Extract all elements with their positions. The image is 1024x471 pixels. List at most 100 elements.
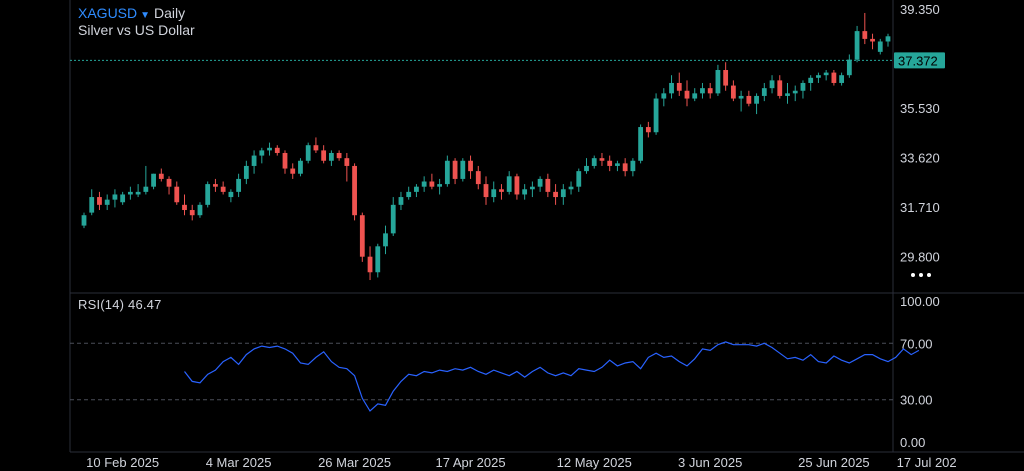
candle-body bbox=[854, 31, 860, 60]
candle-body bbox=[622, 163, 628, 172]
candle-body bbox=[862, 31, 868, 39]
candle-body bbox=[321, 150, 327, 161]
candle-body bbox=[182, 204, 187, 211]
candle-body bbox=[468, 160, 473, 172]
last-price-badge bbox=[894, 52, 945, 69]
candle-body bbox=[251, 155, 257, 166]
candle-body bbox=[568, 186, 574, 190]
candle-body bbox=[707, 88, 713, 94]
candle-body bbox=[151, 173, 156, 187]
time-tick-label: 26 Mar 2025 bbox=[318, 455, 391, 470]
candle-body bbox=[877, 41, 883, 52]
candle-body bbox=[135, 191, 141, 195]
timeframe-label[interactable]: Daily bbox=[154, 5, 186, 21]
candle-body bbox=[282, 152, 288, 169]
time-tick-label: 12 May 2025 bbox=[557, 455, 632, 470]
rsi-title: RSI(14) bbox=[78, 297, 125, 312]
candle-body bbox=[189, 210, 195, 216]
candle-body bbox=[808, 77, 814, 83]
dot bbox=[919, 273, 923, 277]
time-tick-label: 25 Jun 2025 bbox=[798, 455, 870, 470]
rsi-tick-label: 100.00 bbox=[900, 294, 940, 309]
price-tick-label: 29.800 bbox=[900, 250, 940, 265]
candle-body bbox=[785, 93, 790, 96]
candle-body bbox=[143, 186, 149, 192]
time-tick-label: 3 Jun 2025 bbox=[678, 455, 742, 470]
candle-body bbox=[723, 70, 729, 86]
candle-body bbox=[259, 150, 265, 156]
candle-body bbox=[298, 160, 303, 174]
candle-body bbox=[174, 186, 180, 203]
time-tick-label: 10 Feb 2025 bbox=[86, 455, 159, 470]
rsi-line bbox=[184, 341, 920, 412]
candle-body bbox=[112, 194, 118, 200]
candle-body bbox=[290, 168, 296, 174]
price-tick-label: 33.620 bbox=[900, 151, 940, 166]
candle-body bbox=[429, 181, 435, 187]
candle-body bbox=[545, 178, 551, 192]
candle-body bbox=[213, 184, 218, 187]
candle-body bbox=[792, 90, 798, 94]
candle-body bbox=[127, 191, 133, 195]
candle-body bbox=[831, 72, 837, 83]
candle-body bbox=[89, 197, 95, 213]
time-tick-label: 4 Mar 2025 bbox=[206, 455, 272, 470]
candle-body bbox=[81, 215, 87, 226]
dot bbox=[911, 273, 915, 277]
candle-body bbox=[120, 194, 126, 203]
candle-body bbox=[313, 145, 319, 151]
candle-body bbox=[715, 70, 721, 94]
candle-body bbox=[576, 171, 582, 187]
candle-body bbox=[630, 160, 636, 172]
candle-body bbox=[383, 233, 388, 247]
candle-body bbox=[406, 191, 412, 198]
candle-body bbox=[305, 145, 311, 161]
candle-body bbox=[599, 158, 605, 161]
candle-body bbox=[483, 184, 489, 198]
rsi-tick-label: 70.00 bbox=[900, 336, 933, 351]
candle-body bbox=[398, 197, 404, 205]
candle-body bbox=[591, 158, 597, 166]
candle-body bbox=[390, 204, 396, 234]
candle-body bbox=[669, 82, 674, 94]
symbol-label[interactable]: XAGUSD bbox=[78, 5, 138, 21]
candle-body bbox=[97, 197, 102, 205]
candles bbox=[81, 12, 891, 281]
candle-body bbox=[522, 189, 528, 195]
candle-body bbox=[267, 147, 272, 151]
candle-body bbox=[730, 85, 736, 99]
candle-body bbox=[769, 80, 775, 89]
candle-body bbox=[638, 127, 644, 161]
candle-body bbox=[499, 189, 504, 192]
candle-body bbox=[359, 215, 365, 257]
candle-body bbox=[197, 204, 203, 216]
candle-body bbox=[104, 199, 110, 205]
ellipsis-icon[interactable] bbox=[911, 265, 935, 283]
candle-body bbox=[228, 191, 234, 198]
candle-body bbox=[437, 184, 443, 187]
candle-body bbox=[243, 165, 249, 179]
candle-body bbox=[367, 256, 373, 273]
rsi-panel bbox=[70, 341, 920, 412]
candle-body bbox=[491, 189, 497, 198]
candle-body bbox=[761, 88, 767, 96]
candle-body bbox=[220, 186, 226, 192]
candle-body bbox=[205, 184, 211, 205]
candle-body bbox=[414, 186, 419, 192]
candle-body bbox=[839, 75, 845, 83]
candle-body bbox=[444, 160, 450, 185]
candle-body bbox=[529, 186, 535, 190]
candle-body bbox=[870, 38, 875, 42]
candle-body bbox=[645, 127, 651, 133]
candle-body bbox=[158, 173, 164, 179]
candle-body bbox=[514, 176, 520, 195]
candle-body bbox=[584, 165, 589, 172]
price-tick-label: 35.530 bbox=[900, 101, 940, 116]
candle-body bbox=[607, 160, 613, 166]
triangle-down-icon[interactable]: ▼ bbox=[140, 10, 151, 21]
candle-body bbox=[344, 158, 350, 166]
axes: 39.350 35.530 33.620 31.710 29.800 37.372 100.… bbox=[86, 2, 957, 470]
candle-body bbox=[460, 160, 466, 179]
candle-body bbox=[800, 82, 806, 91]
